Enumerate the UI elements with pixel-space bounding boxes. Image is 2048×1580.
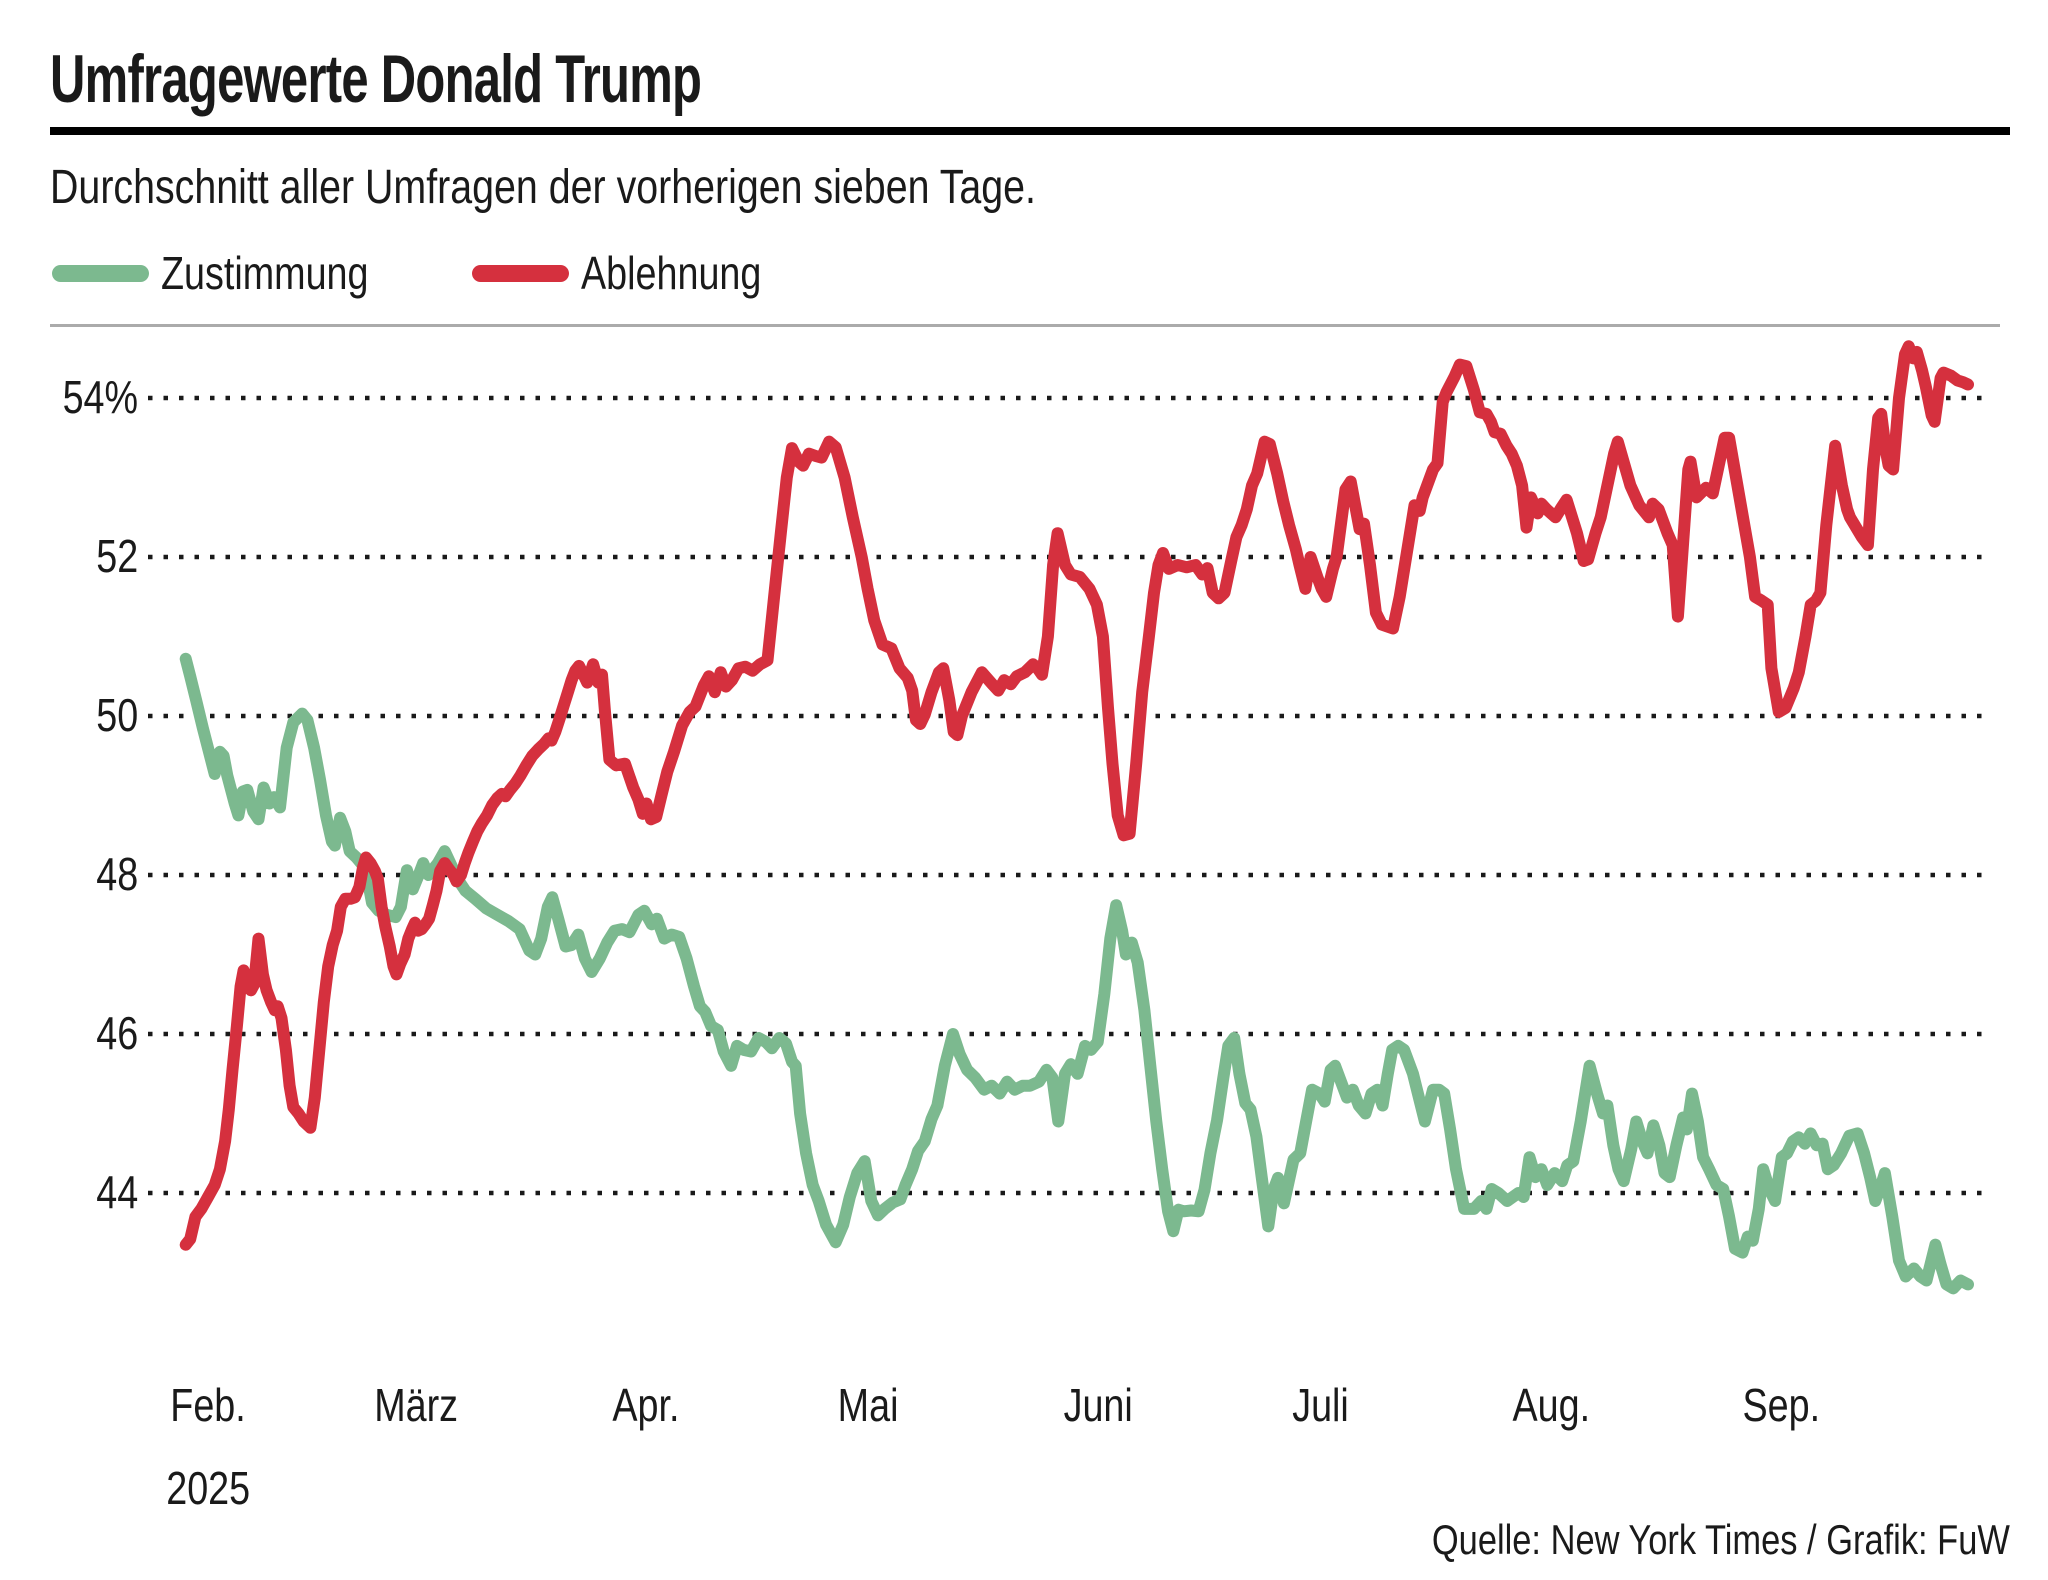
source-credit: Quelle: New York Times / Grafik: FuW: [1432, 1516, 2010, 1563]
legend-label-zustimmung: Zustimmung: [161, 247, 369, 299]
title-rule: [50, 127, 2010, 135]
chart-top-rule: [50, 324, 2000, 327]
x-axis-label-mai: Mai: [837, 1379, 899, 1431]
x-axis-label-maerz: März: [373, 1379, 458, 1431]
legend-label-ablehnung: Ablehnung: [581, 247, 762, 299]
x-axis-label-2025: 2025: [166, 1462, 250, 1514]
y-axis-label-46: 46: [96, 1007, 138, 1059]
chart-legend: Zustimmung Ablehnung: [52, 247, 801, 299]
y-axis-label-44: 44: [96, 1166, 138, 1218]
x-axis-label-aug: Aug.: [1512, 1379, 1590, 1431]
x-axis-label-juni: Juni: [1063, 1379, 1133, 1431]
page-title: Umfragewerte Donald Trump: [50, 41, 702, 117]
x-axis-label-feb: Feb.: [170, 1379, 246, 1431]
y-axis-label-54: 54%: [62, 371, 138, 423]
legend-swatch-ablehnung-icon: [472, 264, 570, 282]
y-axis-label-52: 52: [96, 530, 138, 582]
x-axis-label-apr: Apr.: [612, 1379, 680, 1431]
x-axis-label-juli: Juli: [1292, 1379, 1350, 1431]
chart-subtitle: Durchschnitt aller Umfragen der vorherig…: [50, 161, 1036, 214]
y-axis-label-48: 48: [96, 848, 138, 900]
y-axis-label-50: 50: [96, 689, 138, 741]
legend-swatch-zustimmung-icon: [52, 264, 149, 282]
disapproval-line: [179, 340, 1974, 1251]
x-axis-label-sep: Sep.: [1742, 1379, 1820, 1431]
